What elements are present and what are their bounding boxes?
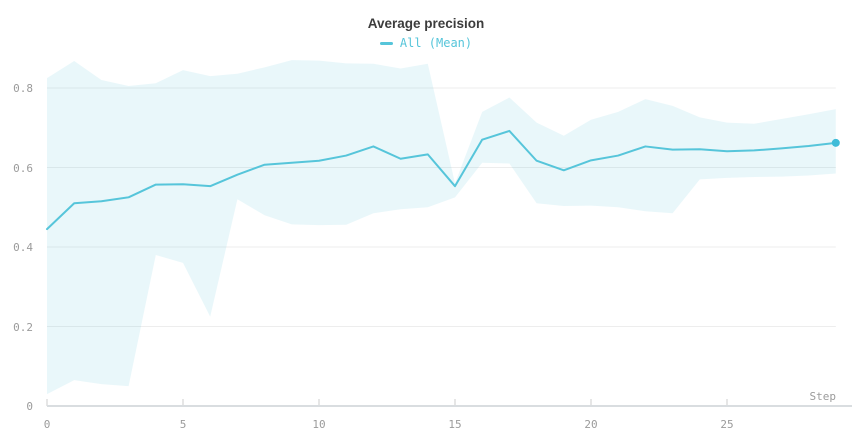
x-tick-label: 0 <box>43 418 51 431</box>
y-tick-label: 0.6 <box>13 161 33 175</box>
confidence-band <box>47 60 836 395</box>
x-tick-label: 20 <box>584 418 598 431</box>
legend-series-label: All (Mean) <box>399 36 473 50</box>
mean-line <box>46 129 837 231</box>
y-tick-label: 0.4 <box>13 241 33 254</box>
legend[interactable]: All (Mean) <box>0 36 852 50</box>
chart-title: Average precision <box>367 16 485 31</box>
x-tick-label: 15 <box>448 418 462 431</box>
x-tick-label: 25 <box>720 418 734 431</box>
y-tick-label: 0.2 <box>13 320 33 334</box>
y-tick-label: 0 <box>26 400 33 413</box>
x-tick-label: 5 <box>179 418 187 431</box>
x-axis-title: Step <box>809 390 837 403</box>
legend-line-icon <box>379 41 393 45</box>
y-tick-label: 0.8 <box>13 82 33 95</box>
end-point-dot <box>831 138 840 147</box>
x-tick-label: 10 <box>312 418 326 431</box>
